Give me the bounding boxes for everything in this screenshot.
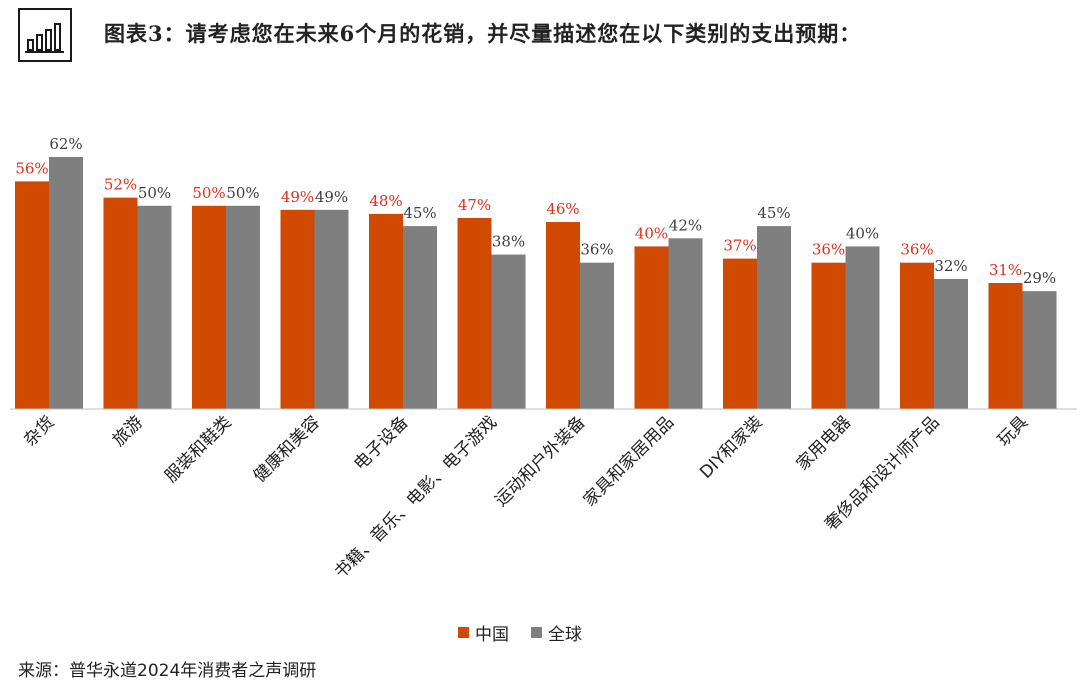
- data-label-china-11: 31%: [989, 261, 1022, 279]
- category-label-5: 书籍、音乐、电影、电子游戏: [331, 412, 501, 582]
- legend-item-global: 全球: [531, 620, 582, 645]
- data-label-china-7: 40%: [635, 224, 668, 242]
- data-label-global-11: 29%: [1023, 269, 1056, 287]
- legend-item-china: 中国: [458, 620, 509, 645]
- bar-china-5: [457, 217, 492, 409]
- data-label-global-9: 40%: [846, 224, 879, 242]
- category-label-8: DIY和家装: [696, 412, 766, 482]
- bar-global-1: [137, 205, 172, 409]
- bar-global-10: [934, 278, 968, 409]
- category-label-9: 家用电器: [793, 412, 855, 474]
- category-label-4: 电子设备: [350, 412, 412, 474]
- chart-title: 图表3：请考虑您在未来6个月的花销，并尽量描述您在以下类别的支出预期：: [104, 21, 862, 46]
- bar-global-9: [845, 246, 880, 409]
- bar-china-8: [723, 258, 757, 409]
- bar-chart-icon-graphic: [25, 23, 64, 53]
- category-label-0: 杂货: [20, 412, 58, 450]
- bar-china-10: [900, 262, 934, 409]
- chart-header: 图表3：请考虑您在未来6个月的花销，并尽量描述您在以下类别的支出预期：: [18, 8, 1068, 68]
- data-label-global-0: 62%: [49, 135, 82, 153]
- bar-china-6: [546, 222, 580, 409]
- chart-legend: 中国 全球: [458, 620, 582, 645]
- data-label-global-8: 45%: [757, 204, 790, 222]
- bar-chart-icon: [18, 8, 72, 62]
- data-label-china-8: 37%: [723, 237, 756, 255]
- legend-swatch-global: [531, 627, 542, 638]
- data-label-china-0: 56%: [15, 159, 48, 177]
- legend-swatch-china: [458, 627, 469, 638]
- category-label-2: 服装和鞋类: [161, 412, 235, 486]
- data-label-global-1: 50%: [138, 184, 171, 202]
- data-label-china-9: 36%: [812, 241, 845, 259]
- bar-china-3: [280, 209, 315, 409]
- data-label-china-3: 49%: [281, 188, 314, 206]
- bar-china-7: [634, 246, 669, 409]
- data-label-global-7: 42%: [669, 216, 702, 234]
- category-label-3: 健康和美容: [250, 412, 324, 486]
- data-label-china-5: 47%: [458, 196, 491, 214]
- data-label-global-2: 50%: [226, 184, 259, 202]
- data-label-china-6: 46%: [546, 200, 579, 218]
- data-label-global-4: 45%: [403, 204, 436, 222]
- legend-label-global: 全球: [548, 625, 582, 645]
- source-note: 来源：普华永道2024年消费者之声调研: [18, 661, 317, 681]
- bar-global-7: [668, 238, 703, 409]
- data-label-global-10: 32%: [934, 257, 967, 275]
- legend-label-china: 中国: [475, 625, 509, 645]
- data-label-global-3: 49%: [315, 188, 348, 206]
- bar-china-4: [369, 213, 403, 409]
- bar-china-11: [988, 283, 1023, 409]
- bar-china-0: [15, 181, 49, 409]
- data-label-china-2: 50%: [192, 184, 225, 202]
- category-label-11: 玩具: [994, 412, 1032, 450]
- data-label-china-10: 36%: [900, 241, 933, 259]
- bar-global-0: [49, 157, 83, 409]
- category-label-6: 运动和户外装备: [491, 412, 589, 510]
- bar-global-6: [580, 262, 614, 409]
- bar-global-11: [1022, 291, 1057, 409]
- bar-global-3: [314, 209, 349, 409]
- data-label-china-1: 52%: [104, 176, 137, 194]
- category-label-1: 旅游: [109, 412, 147, 450]
- bar-china-2: [192, 205, 226, 409]
- bar-global-2: [226, 205, 260, 409]
- bar-china-9: [811, 262, 846, 409]
- category-label-7: 家具和家居用品: [580, 412, 678, 510]
- bar-global-8: [757, 226, 791, 409]
- data-label-global-6: 36%: [580, 241, 613, 259]
- bar-china-1: [103, 197, 138, 409]
- data-label-china-4: 48%: [369, 192, 402, 210]
- bar-global-4: [403, 226, 437, 409]
- bar-global-5: [491, 254, 526, 409]
- data-label-global-5: 38%: [492, 233, 525, 251]
